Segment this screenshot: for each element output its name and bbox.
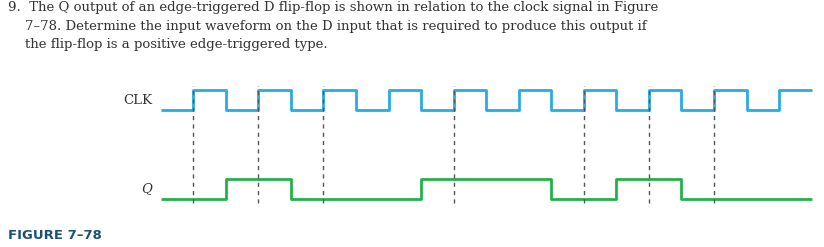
Text: CLK: CLK bbox=[124, 94, 152, 106]
Text: FIGURE 7–78: FIGURE 7–78 bbox=[8, 229, 102, 242]
Text: 9.  The Q output of an edge-triggered D flip-flop is shown in relation to the cl: 9. The Q output of an edge-triggered D f… bbox=[8, 1, 658, 51]
Text: Q: Q bbox=[142, 183, 152, 195]
